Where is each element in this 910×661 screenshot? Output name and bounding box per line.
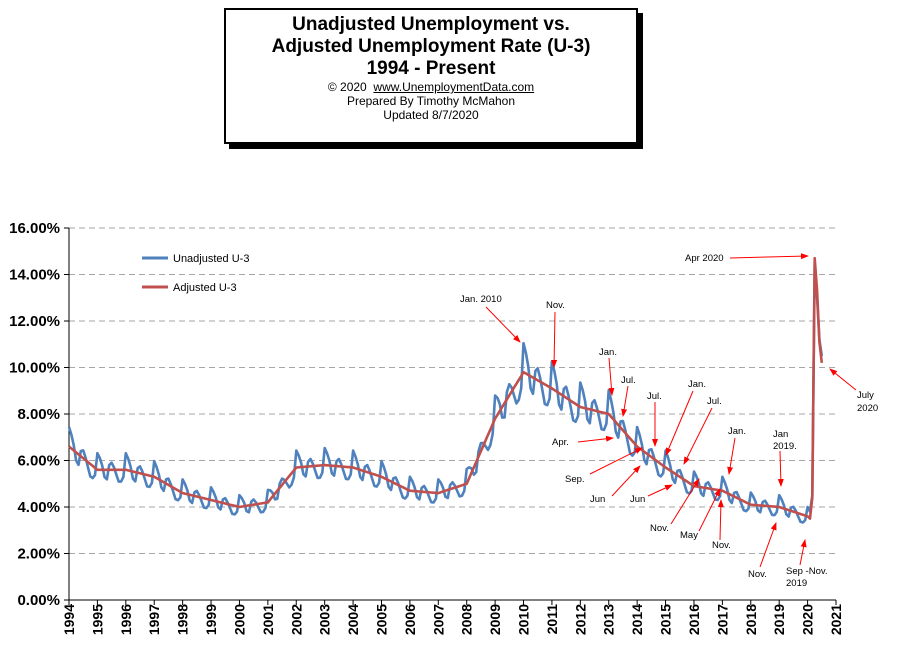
annotation-label: Jan xyxy=(773,429,788,440)
y-tick-label: 2.00% xyxy=(17,546,60,563)
annotation-label: Apr 2020 xyxy=(685,253,724,264)
x-tick-label: 2005 xyxy=(373,604,389,635)
x-tick-label: 2016 xyxy=(686,604,702,635)
y-tick-label: 6.00% xyxy=(17,453,60,470)
annotation-label: Jun xyxy=(630,494,645,505)
x-tick-label: 2004 xyxy=(345,604,361,635)
series-lines xyxy=(67,256,824,524)
annotation-arrow xyxy=(729,253,809,260)
annotation-arrow xyxy=(665,390,694,456)
x-tick-label: 2002 xyxy=(288,604,304,635)
x-tick-label: 2021 xyxy=(828,604,844,635)
annotation-label: May xyxy=(680,530,698,541)
x-tick-label: 2009 xyxy=(487,604,503,635)
annotation-arrow xyxy=(647,484,673,497)
website-link[interactable]: www.UnemploymentData.com xyxy=(373,80,535,94)
annotation-label: July xyxy=(857,390,874,401)
annotation-label: Sep. xyxy=(565,474,585,485)
annotation-arrow xyxy=(589,447,643,475)
x-axis-tick-labels: 1994 1995 1996 1997 1998 1999 2000 2001 2002 2003… xyxy=(61,604,844,635)
chart-title-box: Unadjusted Unemployment vs. Adjusted Une… xyxy=(224,8,638,144)
annotation-label: Jul. xyxy=(621,375,636,386)
x-tick-label: 2018 xyxy=(743,604,759,635)
annotation-label: Jun xyxy=(590,494,605,505)
annotation-arrow xyxy=(485,306,521,343)
annotation-label: Jan. xyxy=(728,426,746,437)
annotation-label: Jan. xyxy=(599,347,617,358)
annotation-label: Nov. xyxy=(650,523,669,534)
x-tick-label: 2013 xyxy=(601,604,617,635)
x-tick-label: 2020 xyxy=(800,604,816,635)
updated-date: Updated 8/7/2020 xyxy=(383,108,479,122)
annotation-label: Jul. xyxy=(647,391,662,402)
x-tick-label: 2015 xyxy=(658,604,674,635)
x-tick-label: 2012 xyxy=(572,604,588,635)
x-tick-label: 2003 xyxy=(317,604,333,635)
x-tick-label: 1999 xyxy=(203,604,219,635)
y-tick-label: 0.00% xyxy=(17,592,60,609)
copyright-line: © 2020 www.UnemploymentData.com xyxy=(226,80,636,94)
annotation-label: 2019 xyxy=(786,578,807,589)
annotation-label: Jan. 2010 xyxy=(460,294,502,305)
annotation-arrow xyxy=(698,488,721,532)
x-tick-label: 1995 xyxy=(89,604,105,635)
x-tick-label: 2001 xyxy=(260,604,276,635)
annotation-arrow xyxy=(829,368,857,391)
axes xyxy=(68,228,837,605)
annotation-arrow xyxy=(777,450,784,487)
x-tick-label: 2006 xyxy=(402,604,418,635)
annotation-arrow xyxy=(799,539,807,566)
x-tick-label: 2000 xyxy=(231,604,247,635)
annotation-label: Nov. xyxy=(546,300,565,311)
gridlines xyxy=(64,227,836,601)
annotation-label: Jul. xyxy=(707,396,722,407)
annotation-label: Jan. xyxy=(688,379,706,390)
x-tick-label: 1998 xyxy=(175,604,191,635)
legend-label: Adjusted U-3 xyxy=(173,282,237,294)
annotation-arrow xyxy=(611,465,641,497)
y-tick-label: 12.00% xyxy=(9,313,60,330)
annotation-arrow xyxy=(577,435,614,443)
annotation-label: Nov. xyxy=(748,569,767,580)
y-tick-label: 4.00% xyxy=(17,499,60,516)
x-tick-label: 2019 xyxy=(771,604,787,635)
x-tick-label: 2011 xyxy=(544,604,560,635)
series-unadjusted-line xyxy=(67,263,824,524)
x-tick-label: 2014 xyxy=(629,604,645,635)
prepared-by: Prepared By Timothy McMahon xyxy=(346,94,516,108)
y-tick-label: 16.00% xyxy=(9,220,60,237)
y-tick-label: 10.00% xyxy=(9,360,60,377)
annotation-label: 2019. xyxy=(773,441,797,452)
annotation-label: Sep -Nov. xyxy=(786,566,828,577)
annotation-arrow xyxy=(551,311,558,368)
annotation-label: Apr. xyxy=(552,437,569,448)
chart-title-line3: 1994 - Present xyxy=(366,58,496,79)
annotation-arrow xyxy=(759,522,777,568)
x-tick-label: 2017 xyxy=(714,604,730,635)
y-axis-tick-labels: 0.00% 2.00% 4.00% 6.00% 8.00% 10.00% 12.00% 14.… xyxy=(9,220,60,609)
copyright-prefix: © 2020 xyxy=(327,80,367,94)
annotation-label: Nov. xyxy=(712,540,731,551)
x-tick-label: 2007 xyxy=(430,604,446,635)
chart-title-line1: Unadjusted Unemployment vs. xyxy=(292,14,570,35)
y-tick-label: 8.00% xyxy=(17,406,60,423)
y-tick-label: 14.00% xyxy=(9,267,60,284)
x-tick-label: 2010 xyxy=(516,604,532,635)
annotation-label: 2020 xyxy=(857,403,878,414)
annotation-arrow xyxy=(683,407,713,465)
x-tick-label: 2008 xyxy=(459,604,475,635)
annotation-arrow xyxy=(717,499,724,541)
x-tick-label: 1997 xyxy=(146,604,162,635)
annotation-arrow xyxy=(621,385,629,417)
x-tick-label: 1994 xyxy=(61,604,77,635)
annotation-arrow xyxy=(727,437,736,475)
x-tick-label: 1996 xyxy=(118,604,134,635)
legend-label: Unadjusted U-3 xyxy=(173,253,249,265)
legend: Unadjusted U-3 Adjusted U-3 xyxy=(142,253,249,294)
annotation-arrow xyxy=(608,357,615,396)
annotation-arrow xyxy=(670,478,700,525)
chart-title-line2: Adjusted Unemployment Rate (U-3) xyxy=(271,36,591,57)
